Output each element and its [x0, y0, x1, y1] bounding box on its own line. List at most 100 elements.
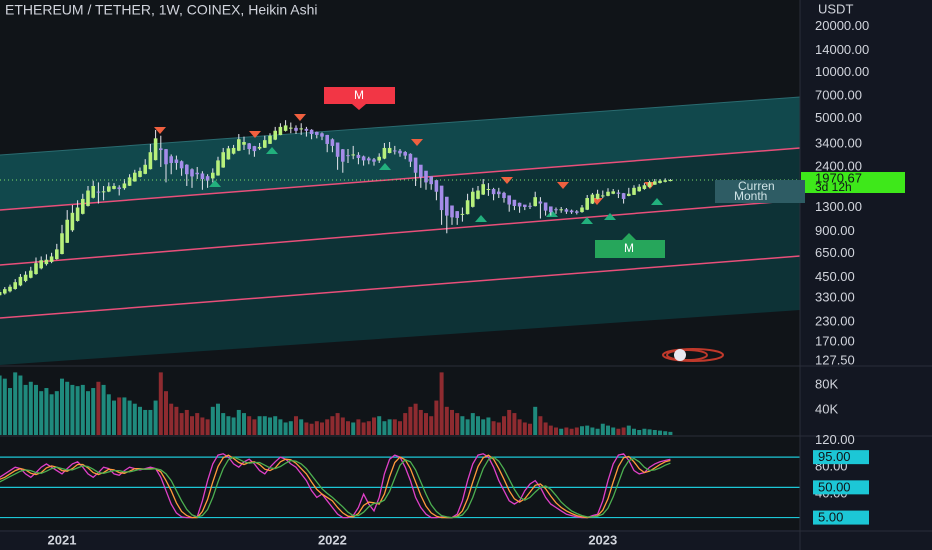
- volume-bar: [668, 431, 673, 435]
- candle-body: [538, 201, 543, 204]
- candle-body: [356, 154, 361, 158]
- candle-body: [273, 130, 277, 140]
- flag-icon: [662, 348, 724, 362]
- candle-body: [247, 143, 251, 149]
- band-label-box: [813, 510, 869, 525]
- volume-bar: [320, 422, 324, 435]
- volume-bar: [595, 428, 600, 435]
- signal-up: [604, 213, 616, 220]
- signal-up: [581, 217, 593, 224]
- signal-up: [475, 215, 487, 222]
- oscillator-line: [0, 453, 671, 519]
- volume-bar: [403, 413, 408, 435]
- candle-body: [491, 189, 496, 195]
- volume-bar: [325, 419, 330, 435]
- volume-bar: [330, 416, 335, 435]
- y-tick-label: 230.00: [815, 313, 855, 328]
- candle-body: [621, 193, 626, 199]
- volume-bar: [34, 384, 38, 435]
- candle-body: [372, 159, 376, 162]
- signal-down: [411, 139, 423, 146]
- candle-body: [663, 180, 667, 182]
- candle-body: [55, 249, 59, 260]
- candle-body: [195, 172, 199, 175]
- candle-body: [39, 260, 43, 269]
- volume-bar: [101, 384, 106, 435]
- volume-bar: [647, 429, 652, 435]
- volume-bar: [314, 421, 319, 435]
- candle-body: [419, 164, 423, 178]
- volume-bar: [174, 406, 179, 435]
- candle-body: [289, 127, 293, 129]
- candle-body: [611, 191, 615, 194]
- volume-bar: [372, 417, 376, 435]
- signal-down: [501, 177, 513, 184]
- band-label-box: [813, 480, 869, 495]
- volume-bar: [13, 372, 18, 435]
- candle-body: [554, 209, 558, 211]
- marker-shape: [324, 87, 395, 110]
- volume-bar: [361, 422, 366, 435]
- time-axis-bg: [0, 530, 800, 550]
- y-tick-label: 1300.00: [815, 199, 862, 214]
- candle-body: [320, 133, 324, 137]
- volume-bar: [236, 409, 241, 435]
- volume-bar: [143, 409, 148, 435]
- candle-body: [60, 233, 64, 255]
- candle-body: [398, 150, 402, 154]
- volume-bar: [190, 416, 194, 435]
- candle-body: [304, 128, 309, 131]
- volume-bar: [486, 417, 491, 435]
- candle-body: [242, 142, 246, 145]
- candle-body: [268, 135, 272, 144]
- candle-body: [257, 146, 262, 149]
- volume-bar: [49, 394, 54, 435]
- candle-body: [81, 198, 85, 214]
- volume-bar: [309, 423, 314, 435]
- signal-up: [266, 147, 278, 154]
- volume-bar: [346, 421, 350, 435]
- y-tick-label: 127.50: [815, 352, 855, 367]
- chart-title: ETHEREUM / TETHER, 1W, COINEX, Heikin As…: [5, 2, 317, 18]
- candle-body: [512, 199, 517, 206]
- candle-body: [637, 186, 641, 192]
- band-label-box: [813, 450, 869, 465]
- volume-bar: [112, 400, 116, 435]
- countdown-label: 3d 12h: [815, 180, 852, 194]
- candle-body: [174, 159, 179, 163]
- volume-bar: [621, 427, 626, 435]
- volume-bar: [444, 406, 449, 435]
- candle-body: [231, 147, 236, 154]
- candle-body: [70, 212, 75, 231]
- volume-bar: [559, 428, 564, 435]
- candle-body: [8, 286, 12, 292]
- candle-body: [315, 131, 319, 135]
- volume-bar: [652, 429, 657, 435]
- candle-body: [393, 150, 397, 152]
- volume-bar: [252, 419, 257, 435]
- candle-body: [471, 191, 475, 207]
- candle-body: [294, 127, 298, 131]
- volume-bar: [221, 413, 226, 435]
- candle-body: [200, 173, 205, 180]
- x-tick-label: 2022: [318, 532, 347, 547]
- candle-body: [237, 139, 241, 151]
- last-price-box: [801, 171, 905, 193]
- band-label: 95.00: [818, 449, 851, 464]
- candle-body: [138, 170, 142, 177]
- volume-bar: [242, 413, 246, 435]
- candle-body: [549, 206, 553, 213]
- candle-body: [502, 192, 506, 199]
- signal-up: [546, 210, 558, 217]
- volume-bar: [158, 372, 163, 435]
- candle-body: [117, 187, 121, 189]
- candle-body: [627, 193, 631, 196]
- icon-ring: [662, 348, 724, 362]
- volume-bar: [465, 419, 470, 435]
- label-box: [715, 180, 805, 203]
- candle-body: [133, 172, 137, 182]
- volume-bar: [169, 403, 174, 435]
- candle-body: [455, 211, 459, 218]
- volume-bar: [476, 416, 480, 435]
- volume-bar: [195, 413, 200, 435]
